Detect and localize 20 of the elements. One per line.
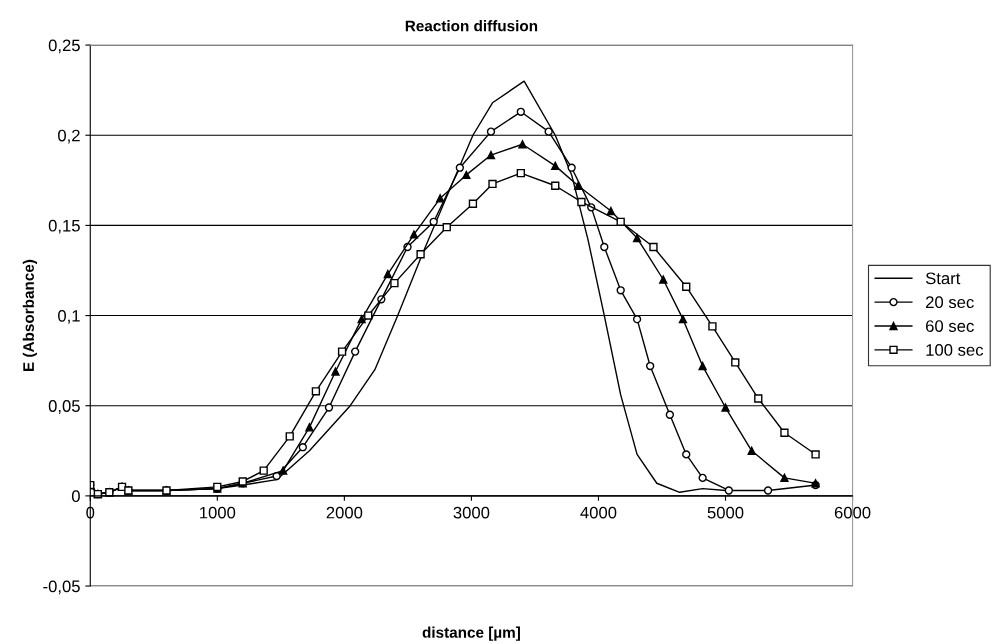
legend-label: Start: [925, 272, 961, 285]
chart-title: Reaction diffusion: [405, 20, 538, 32]
legend-label: 60 sec: [926, 320, 974, 332]
legend-label: 100 sec: [926, 344, 984, 356]
x-tick-label: 3000: [453, 506, 490, 519]
y-tick-label: 0,2: [58, 129, 80, 144]
x-tick-label: 5000: [707, 506, 744, 519]
y-axis-title: E (Absorbance): [22, 259, 38, 371]
x-axis-title: distance [µm]: [422, 626, 520, 641]
y-tick-label: 0,05: [48, 400, 80, 414]
x-tick-label: 1000: [200, 506, 236, 519]
y-tick-label: 0,1: [58, 309, 80, 324]
x-tick-label: 4000: [580, 506, 617, 519]
y-tick-label: 0: [71, 490, 80, 503]
y-tick-label: -0,05: [43, 580, 80, 595]
y-tick-label: 0,15: [48, 219, 80, 234]
y-tick-label: 0,25: [48, 39, 80, 54]
x-tick-label: 6000: [834, 506, 871, 519]
legend-label: 20 sec: [926, 296, 974, 309]
x-tick-label: 2000: [326, 506, 363, 519]
